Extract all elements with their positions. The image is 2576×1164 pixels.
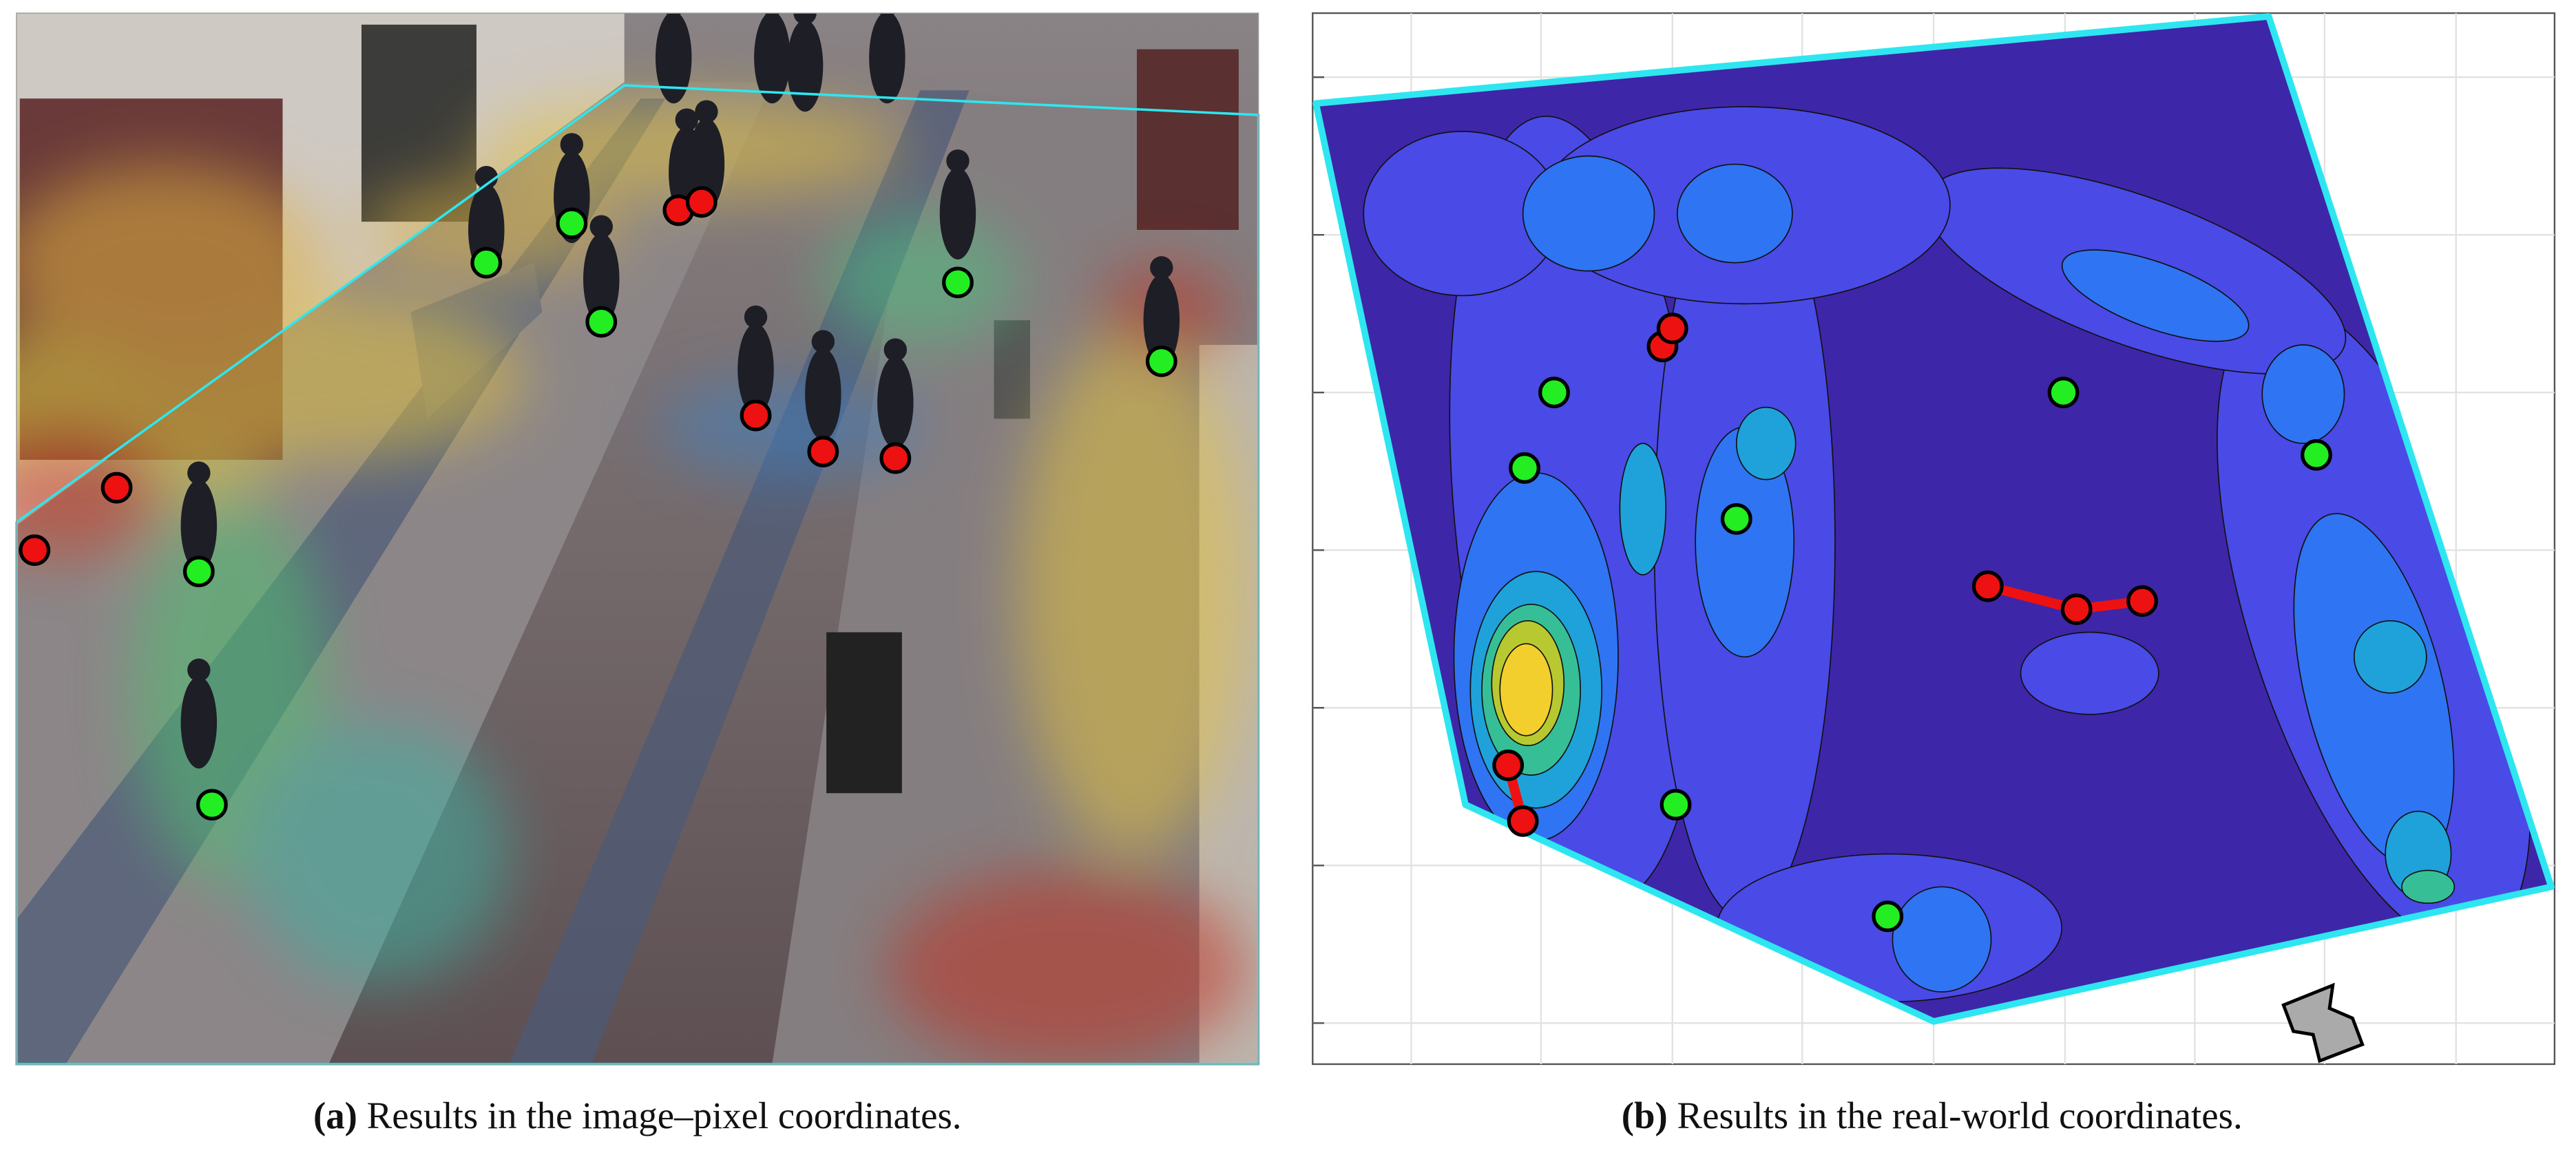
marker: [1509, 452, 1540, 484]
marker: [556, 207, 588, 240]
person: [877, 356, 914, 449]
marker: [1659, 789, 1692, 821]
person: [754, 13, 790, 104]
person-head: [665, 13, 682, 17]
marker: [807, 436, 839, 467]
person-head: [946, 149, 970, 173]
marker: [1971, 570, 2004, 602]
person-head: [793, 13, 817, 25]
contour-level: [1522, 155, 1655, 272]
person-head: [560, 133, 584, 156]
caption-text: Results in the real-world coordinates.: [1677, 1094, 2243, 1136]
marker: [1507, 805, 1539, 837]
heat-blob: [246, 722, 510, 986]
caption-b: (b) Results in the real-world coordinate…: [1622, 1094, 2243, 1136]
heat-blob: [16, 427, 165, 559]
panel-a: [15, 12, 1260, 1066]
person: [656, 13, 692, 104]
person: [180, 676, 218, 769]
contour-level: [1892, 886, 1992, 993]
marker: [470, 246, 503, 279]
person: [737, 323, 774, 416]
person-head: [764, 13, 781, 17]
marker: [1720, 502, 1752, 535]
marker: [1872, 900, 1904, 933]
person-head: [879, 13, 896, 17]
person: [939, 167, 976, 260]
caption-a: (a) Results in the image–pixel coordinat…: [313, 1094, 962, 1136]
marker: [585, 306, 618, 338]
marker: [1492, 749, 1525, 781]
marker: [879, 442, 912, 474]
person-head: [695, 100, 718, 123]
marker: [1538, 377, 1570, 409]
kiosk: [1137, 49, 1239, 231]
person: [180, 479, 218, 572]
person: [869, 13, 905, 104]
person-head: [883, 338, 908, 361]
caption-text: Results in the image–pixel coordinates.: [367, 1094, 962, 1136]
heat-blob: [821, 213, 1019, 346]
frame: [16, 12, 1259, 1065]
person-head: [744, 305, 768, 329]
person-head: [474, 165, 498, 189]
marker: [2301, 438, 2332, 471]
marker: [196, 789, 228, 821]
person-head: [187, 658, 211, 682]
photo: [16, 13, 1259, 1064]
heat-blob: [1018, 328, 1249, 854]
marker: [685, 186, 718, 218]
marker: [101, 472, 133, 504]
marker: [1656, 313, 1688, 345]
contour-level: [1677, 163, 1793, 264]
person-head: [675, 108, 699, 131]
panel-label: (a): [313, 1094, 357, 1136]
contour-level: [2261, 344, 2345, 444]
marker: [182, 555, 215, 588]
person: [1143, 274, 1180, 367]
person-head: [187, 461, 211, 485]
contour-level: [2061, 249, 2250, 342]
marker: [1145, 345, 1177, 377]
region-outline: [1312, 13, 2555, 1025]
camera-icon: [2281, 982, 2365, 1064]
contour-level: [2401, 869, 2455, 904]
panel-b: [1312, 12, 2556, 1066]
person-head: [1150, 256, 1173, 279]
heat-blob: [16, 164, 329, 361]
bin: [826, 632, 902, 794]
person: [583, 233, 620, 326]
person-head: [811, 330, 835, 353]
curb: [509, 90, 970, 1064]
marker: [19, 534, 51, 567]
contour-level: [2353, 620, 2427, 694]
marker: [2126, 585, 2158, 617]
heat-overlay: [16, 98, 1249, 1064]
marker: [942, 266, 974, 299]
marker: [740, 399, 772, 432]
person-head: [589, 215, 613, 238]
contour-level: [2020, 631, 2159, 715]
heat-blob: [887, 870, 1249, 1064]
contour-level: [1735, 406, 1797, 480]
person: [786, 19, 824, 112]
contour-level: [1499, 643, 1553, 737]
panel-label: (b): [1622, 1094, 1668, 1136]
person: [805, 348, 841, 441]
marker: [2047, 377, 2080, 409]
contour-level: [1619, 443, 1667, 575]
bin: [994, 320, 1030, 419]
marker: [2060, 593, 2093, 626]
people: [180, 13, 1180, 769]
heat-blob: [657, 377, 921, 476]
